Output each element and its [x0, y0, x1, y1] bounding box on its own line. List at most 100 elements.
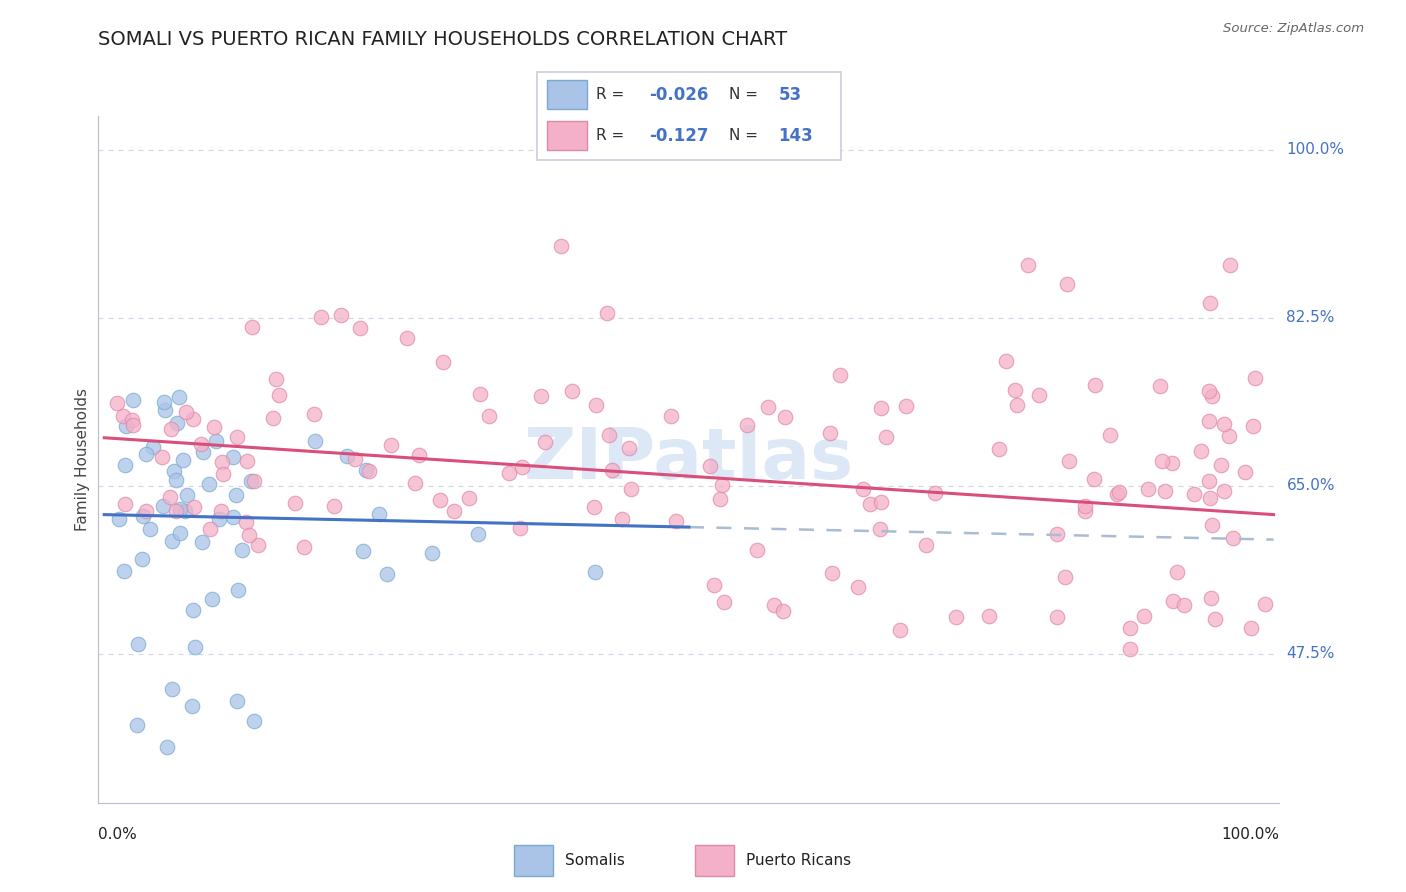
- Point: [596, 306, 619, 320]
- Point: [1218, 429, 1240, 443]
- Point: [699, 458, 721, 473]
- Point: [1161, 594, 1184, 608]
- Point: [368, 507, 391, 521]
- Point: [869, 522, 891, 536]
- Text: 53: 53: [779, 86, 801, 103]
- Point: [208, 512, 231, 526]
- Point: [114, 418, 136, 433]
- Point: [167, 391, 190, 405]
- Text: 0.0%: 0.0%: [98, 827, 138, 842]
- Point: [243, 474, 266, 488]
- Point: [304, 434, 326, 449]
- Bar: [547, 80, 586, 109]
- Point: [226, 694, 249, 708]
- Point: [1149, 378, 1171, 392]
- Point: [239, 474, 262, 488]
- Point: [142, 440, 165, 454]
- Point: [235, 515, 257, 529]
- Point: [193, 444, 215, 458]
- Point: [165, 473, 187, 487]
- Point: [875, 430, 897, 444]
- Point: [1173, 599, 1195, 613]
- Point: [889, 623, 911, 637]
- Point: [205, 434, 228, 448]
- Point: [1150, 454, 1173, 468]
- Point: [533, 435, 555, 450]
- Point: [330, 308, 353, 322]
- Point: [181, 603, 204, 617]
- Point: [226, 583, 249, 598]
- Point: [1046, 526, 1069, 541]
- Point: [222, 450, 245, 464]
- Point: [357, 464, 380, 478]
- Point: [292, 540, 315, 554]
- Point: [1189, 444, 1212, 458]
- Point: [191, 535, 214, 549]
- Point: [309, 310, 332, 324]
- Point: [269, 388, 291, 402]
- Point: [211, 467, 233, 482]
- Point: [756, 401, 779, 415]
- Point: [122, 418, 145, 433]
- Point: [135, 504, 157, 518]
- Point: [183, 500, 205, 515]
- Point: [226, 430, 249, 444]
- Point: [404, 475, 426, 490]
- Point: [135, 447, 157, 461]
- Point: [1084, 377, 1107, 392]
- Point: [945, 610, 967, 624]
- Point: [180, 699, 202, 714]
- Point: [209, 504, 232, 518]
- Point: [869, 401, 891, 416]
- Point: [159, 490, 181, 504]
- Bar: [547, 121, 586, 150]
- Point: [659, 409, 682, 423]
- Point: [181, 411, 204, 425]
- Point: [1204, 612, 1226, 626]
- Point: [201, 591, 224, 606]
- Text: R =: R =: [596, 128, 630, 143]
- Point: [172, 452, 194, 467]
- Point: [1118, 642, 1140, 657]
- Point: [236, 454, 259, 468]
- Point: [429, 492, 451, 507]
- Point: [231, 542, 253, 557]
- Point: [1198, 384, 1220, 398]
- Point: [1073, 500, 1095, 514]
- Point: [1046, 610, 1069, 624]
- Point: [114, 497, 136, 511]
- Text: 82.5%: 82.5%: [1286, 310, 1334, 326]
- Point: [240, 319, 263, 334]
- Point: [198, 477, 221, 491]
- Point: [1198, 414, 1220, 428]
- Point: [1254, 597, 1277, 611]
- Point: [1233, 466, 1256, 480]
- Point: [408, 448, 430, 462]
- Point: [1199, 296, 1222, 310]
- Point: [284, 496, 307, 510]
- Point: [859, 497, 882, 511]
- Point: [1004, 383, 1026, 397]
- Point: [121, 413, 143, 427]
- Point: [468, 386, 491, 401]
- Point: [1160, 456, 1182, 470]
- Point: [561, 384, 583, 399]
- Point: [323, 499, 346, 513]
- Text: 47.5%: 47.5%: [1286, 647, 1334, 661]
- Point: [915, 538, 938, 552]
- Point: [155, 739, 177, 754]
- Point: [619, 441, 641, 455]
- Point: [349, 321, 371, 335]
- Point: [344, 452, 367, 467]
- Point: [114, 458, 136, 473]
- Point: [1054, 570, 1077, 584]
- Point: [304, 407, 326, 421]
- Bar: [695, 846, 734, 876]
- Point: [772, 604, 794, 618]
- Point: [820, 426, 842, 441]
- Point: [924, 486, 946, 500]
- Point: [583, 566, 606, 580]
- Point: [665, 514, 688, 528]
- Point: [1222, 531, 1244, 545]
- Point: [711, 478, 734, 492]
